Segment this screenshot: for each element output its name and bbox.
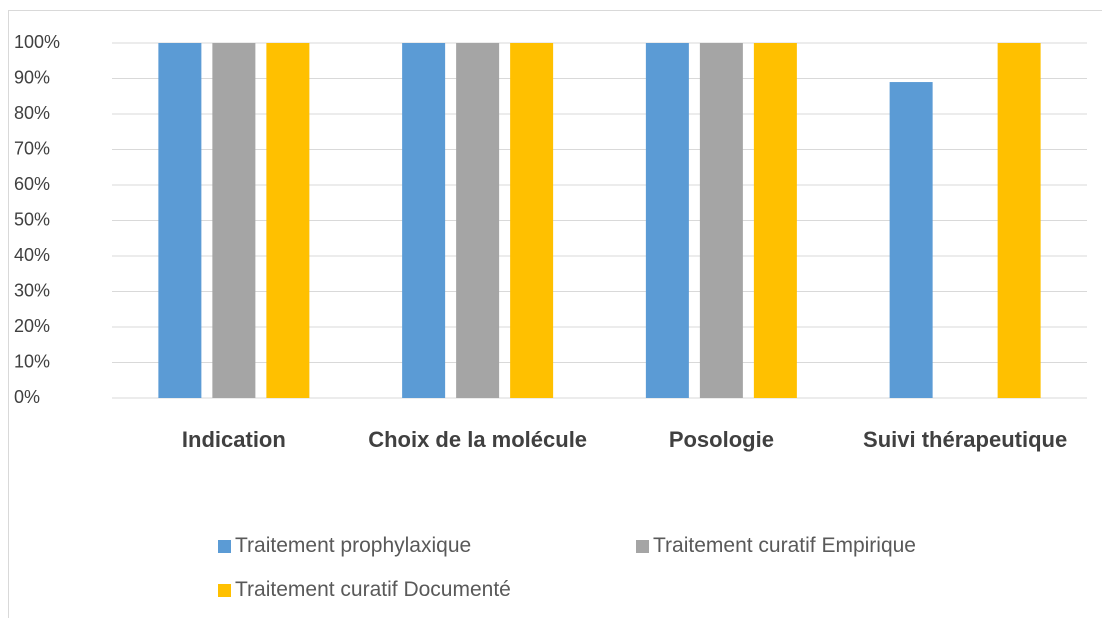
x-tick-label: Indication: [181, 427, 286, 452]
legend-swatch: [218, 539, 231, 553]
bar: [889, 82, 933, 399]
y-tick-label: 90%: [14, 67, 50, 87]
x-tick-label: Posologie: [668, 427, 774, 452]
legend-item: Traitement prophylaxique: [218, 534, 471, 558]
x-tick-label: Suivi thérapeutique: [863, 427, 1068, 452]
bar: [699, 43, 743, 398]
bar: [212, 43, 256, 398]
bar: [753, 43, 797, 398]
bar: [266, 43, 310, 398]
y-tick-label: 80%: [14, 103, 50, 123]
legend-label: Traitement curatif Documenté: [235, 578, 511, 601]
y-tick-label: 20%: [14, 316, 50, 336]
legend-item: Traitement curatif Empirique: [636, 534, 916, 558]
bar: [456, 43, 500, 398]
legend-swatch: [636, 539, 649, 553]
y-tick-label: 10%: [14, 351, 50, 371]
legend-label: Traitement prophylaxique: [235, 534, 472, 557]
bar: [158, 43, 202, 398]
bar: [997, 43, 1041, 398]
bar: [402, 43, 446, 398]
y-tick-label: 30%: [14, 280, 50, 300]
x-tick-label: Choix de la molécule: [368, 427, 588, 452]
legend-swatch: [218, 583, 231, 597]
y-tick-label: 70%: [14, 138, 50, 158]
y-tick-label: 40%: [14, 245, 50, 265]
chart-border: [8, 10, 1102, 618]
y-tick-label: 0%: [14, 387, 40, 407]
bar: [510, 43, 554, 398]
y-tick-label: 50%: [14, 209, 50, 229]
y-tick-label: 100%: [14, 32, 60, 52]
y-tick-label: 60%: [14, 174, 50, 194]
legend-item: Traitement curatif Documenté: [218, 578, 511, 602]
legend-label: Traitement curatif Empirique: [653, 534, 916, 557]
bar: [645, 43, 689, 398]
